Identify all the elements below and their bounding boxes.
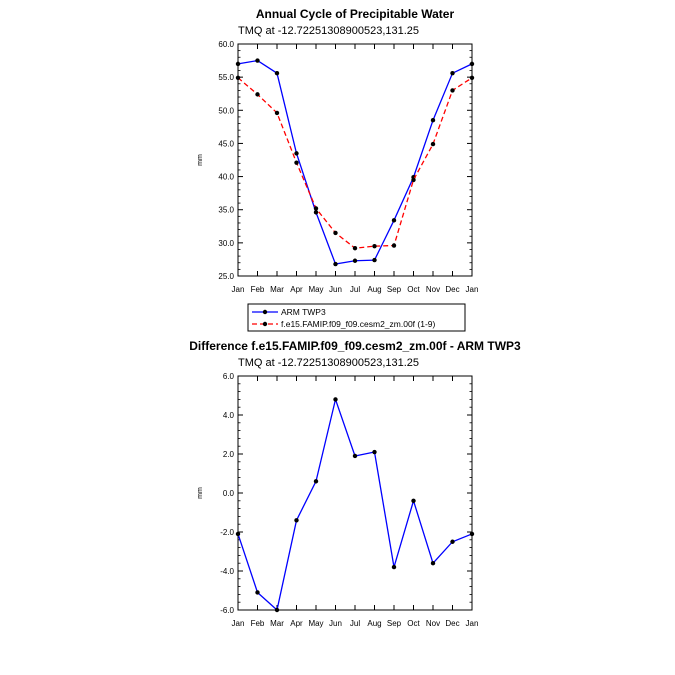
legend-label-1: ARM TWP3 — [281, 307, 326, 317]
data-point — [333, 262, 337, 266]
y-tick-label: 30.0 — [218, 239, 234, 248]
data-point — [411, 499, 415, 503]
x-tick-label: Mar — [270, 619, 284, 628]
data-point — [314, 210, 318, 214]
data-point — [470, 62, 474, 66]
y-tick-label: 35.0 — [218, 206, 234, 215]
series-line-1 — [238, 399, 472, 610]
x-tick-label: Jul — [350, 285, 360, 294]
y-tick-label: 55.0 — [218, 73, 234, 82]
x-tick-label: Jun — [329, 285, 342, 294]
x-tick-label: May — [308, 619, 323, 628]
x-tick-label: Mar — [270, 285, 284, 294]
y-tick-label: 45.0 — [218, 139, 234, 148]
data-point — [431, 118, 435, 122]
chart-panel-2: Difference f.e15.FAMIP.f09_f09.cesm2_zm.… — [189, 339, 521, 628]
x-tick-label: Oct — [407, 285, 420, 294]
chart-title: Annual Cycle of Precipitable Water — [256, 7, 455, 21]
data-point — [333, 231, 337, 235]
x-tick-label: Feb — [251, 619, 265, 628]
data-point — [255, 590, 259, 594]
y-tick-label: -4.0 — [220, 567, 234, 576]
y-tick-label: 60.0 — [218, 40, 234, 49]
series-line-2 — [238, 78, 472, 248]
x-tick-label: Jan — [466, 285, 479, 294]
x-tick-label: Jan — [466, 619, 479, 628]
x-tick-label: Sep — [387, 285, 402, 294]
x-tick-label: Feb — [251, 285, 265, 294]
data-point — [392, 243, 396, 247]
y-tick-label: -2.0 — [220, 528, 234, 537]
data-point — [255, 58, 259, 62]
legend: ARM TWP3 f.e15.FAMIP.f09_f09.cesm2_zm.00f… — [248, 304, 465, 331]
chart-panel-1: Annual Cycle of Precipitable Water TMQ at… — [197, 7, 478, 294]
data-point — [411, 178, 415, 182]
data-point — [450, 88, 454, 92]
x-tick-label: Jun — [329, 619, 342, 628]
data-point — [392, 218, 396, 222]
y-tick-label: 6.0 — [223, 372, 235, 381]
y-tick-label: 50.0 — [218, 106, 234, 115]
data-point — [450, 71, 454, 75]
x-tick-label: Apr — [290, 619, 303, 628]
data-point — [314, 206, 318, 210]
data-point — [470, 76, 474, 80]
plot-frame — [238, 44, 472, 276]
data-point — [470, 532, 474, 536]
data-point — [294, 160, 298, 164]
data-point — [294, 151, 298, 155]
data-point — [333, 397, 337, 401]
data-point — [236, 76, 240, 80]
x-tick-label: Aug — [367, 619, 381, 628]
y-tick-label: -6.0 — [220, 606, 234, 615]
x-tick-label: Apr — [290, 285, 303, 294]
chart-canvas: Annual Cycle of Precipitable Water TMQ at… — [0, 0, 675, 675]
x-tick-label: Sep — [387, 619, 402, 628]
series-line-1 — [238, 61, 472, 265]
chart-title: Difference f.e15.FAMIP.f09_f09.cesm2_zm.… — [189, 339, 521, 353]
y-tick-label: 0.0 — [223, 489, 235, 498]
data-point — [275, 111, 279, 115]
x-tick-label: Oct — [407, 619, 420, 628]
data-point — [353, 259, 357, 263]
data-point — [255, 92, 259, 96]
x-tick-label: Dec — [445, 285, 459, 294]
y-axis-label: mm — [197, 154, 204, 166]
data-point — [372, 244, 376, 248]
data-point — [372, 450, 376, 454]
legend-marker — [263, 322, 267, 326]
data-point — [353, 246, 357, 250]
data-point — [353, 454, 357, 458]
data-point — [275, 608, 279, 612]
data-point — [275, 71, 279, 75]
x-tick-label: Nov — [426, 285, 440, 294]
x-tick-label: May — [308, 285, 323, 294]
data-point — [236, 62, 240, 66]
x-tick-label: Jul — [350, 619, 360, 628]
y-tick-label: 4.0 — [223, 411, 235, 420]
legend-label-2: f.e15.FAMIP.f09_f09.cesm2_zm.00f (1-9) — [281, 319, 436, 329]
data-point — [431, 561, 435, 565]
legend-marker — [263, 310, 267, 314]
y-tick-label: 40.0 — [218, 173, 234, 182]
x-tick-label: Jan — [232, 619, 245, 628]
x-tick-label: Dec — [445, 619, 459, 628]
chart-subtitle: TMQ at -12.72251308900523,131.25 — [238, 25, 419, 37]
data-point — [431, 142, 435, 146]
data-point — [450, 540, 454, 544]
x-tick-label: Nov — [426, 619, 440, 628]
data-point — [236, 532, 240, 536]
y-tick-label: 25.0 — [218, 272, 234, 281]
chart-subtitle: TMQ at -12.72251308900523,131.25 — [238, 357, 419, 369]
data-point — [392, 565, 396, 569]
x-tick-label: Aug — [367, 285, 381, 294]
plot-frame — [238, 376, 472, 610]
data-point — [372, 258, 376, 262]
y-axis-label: mm — [197, 487, 204, 499]
data-point — [314, 479, 318, 483]
x-tick-label: Jan — [232, 285, 245, 294]
y-tick-label: 2.0 — [223, 450, 235, 459]
data-point — [294, 518, 298, 522]
